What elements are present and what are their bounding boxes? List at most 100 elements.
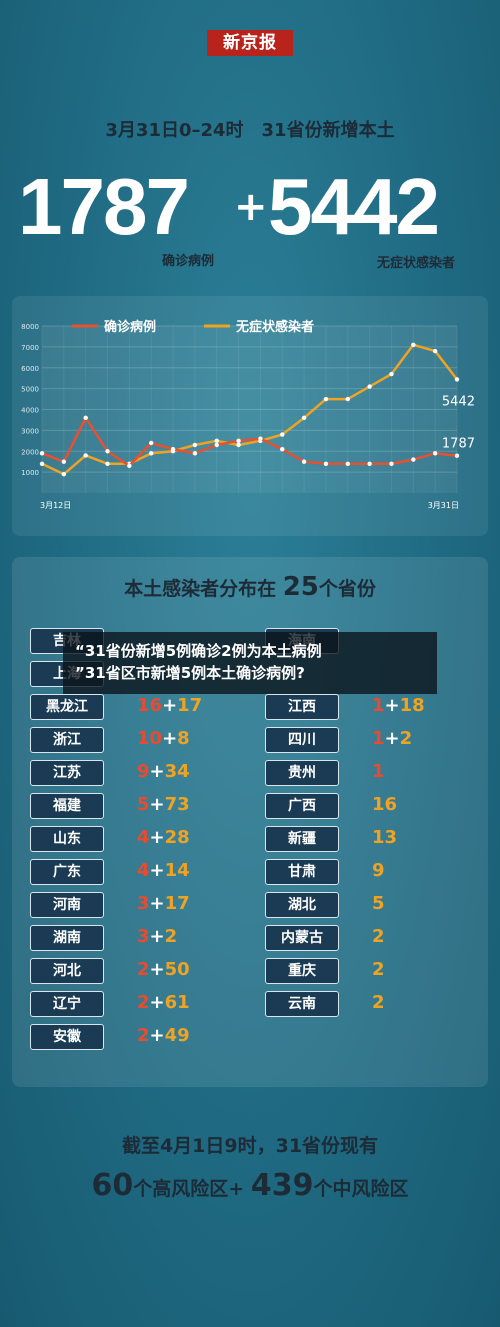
legend-label: 无症状感染者 [235,319,314,335]
plus-value: + [149,1025,165,1046]
province-counts: 1+2 [372,726,412,752]
asymptomatic-value: 17 [164,893,190,914]
data-point [280,432,285,437]
province-label: 贵州 [265,760,339,786]
asymptomatic-value: 17 [177,695,203,716]
y-tick-label: 1000 [21,469,39,477]
data-point [432,348,438,354]
y-tick-label: 5000 [21,386,39,394]
data-point [127,463,132,469]
province-counts: 2 [372,990,385,1016]
province-label: 河南 [30,892,104,918]
data-point [170,446,176,452]
province-counts: 10+8 [137,726,190,752]
data-point [149,451,154,456]
banner-line-1: “31省份新增5例确诊2例为本土病例 [75,642,322,660]
plus-value: + [162,695,178,716]
data-point [454,453,460,458]
data-point [411,342,416,347]
y-tick-label: 7000 [21,344,39,352]
data-point [83,453,88,458]
plus-value: + [149,794,165,815]
province-label: 黑龙江 [30,694,104,720]
data-point [258,436,263,441]
data-point [149,440,154,446]
province-label: 甘肃 [265,859,339,885]
asymptomatic-value: 8 [177,728,190,749]
data-point [83,415,88,421]
province-counts: 16+17 [137,693,202,719]
plus-value: + [162,728,178,749]
footer-line-1: 截至4月1日9时，31省份现有 [121,1135,379,1157]
province-counts: 3+2 [137,924,177,950]
asymptomatic-value: 50 [164,959,190,980]
confirmed-value: 10 [137,728,163,749]
data-point [323,461,329,466]
province-counts: 3+17 [137,891,190,917]
plus-value: + [384,728,400,749]
province-label: 江西 [265,694,339,720]
confirmed-value: 2 [137,992,150,1013]
province-label: 云南 [265,991,339,1017]
asymptomatic-value: 73 [164,794,190,815]
province-label: 山东 [30,826,104,852]
province-counts: 9 [372,858,385,884]
data-point [214,442,219,448]
end-label-confirmed: 1787 [442,437,475,452]
data-point [39,451,45,456]
province-counts: 2 [372,957,385,983]
confirmed-value: 3 [137,893,150,914]
asymptomatic-value: 49 [164,1025,190,1046]
data-point [61,459,67,464]
province-label: 广西 [265,793,339,819]
footer-line-2: 60个高风险区+ 439个中风险区 [91,1168,409,1203]
asymptomatic-value: 16 [372,794,398,815]
y-tick-label: 8000 [21,323,39,331]
data-point [214,438,219,444]
plus-value: + [149,959,165,980]
confirmed-value: 1 [372,728,385,749]
data-point [236,438,241,444]
confirmed-value: 3 [137,926,150,947]
data-point [105,461,110,466]
plus-value: + [149,992,165,1013]
data-point [61,472,67,477]
data-point [454,377,460,382]
plus-value: + [149,893,165,914]
plot-area [42,326,457,493]
province-counts: 5 [372,891,385,917]
series-line [41,343,458,476]
data-point [236,442,241,448]
province-counts: 4+28 [137,825,190,851]
y-tick-label: 4000 [21,407,39,415]
asymptomatic-value: 14 [164,860,190,881]
y-tick-label: 3000 [21,427,39,435]
asymptomatic-value: 28 [164,827,190,848]
asymptomatic-value: 2 [372,992,385,1013]
province-counts: 5+73 [137,792,190,818]
province-label: 四川 [265,727,339,753]
data-point [323,396,329,402]
data-point [389,371,394,377]
confirmed-value: 9 [137,761,150,782]
data-point [345,396,350,402]
asymptomatic-value: 2 [372,959,385,980]
plus-value: + [149,827,165,848]
data-point [280,446,285,452]
province-label: 湖南 [30,925,104,951]
data-point [411,457,416,462]
asymptomatic-count: 5442 [268,162,440,251]
asymptomatic-value: 9 [372,860,385,881]
confirmed-value: 2 [137,959,150,980]
asymptomatic-value: 34 [164,761,190,782]
search-suggestion-banner[interactable]: “31省份新增5例确诊2例为本土病例 ”31省区市新增5例本土确诊病例? [63,632,437,694]
confirmed-label: 确诊病例 [162,254,215,269]
province-label: 安徽 [30,1024,104,1050]
confirmed-value: 1 [372,695,385,716]
province-counts: 2+61 [137,990,190,1016]
province-label: 内蒙古 [265,925,339,951]
data-point [192,451,198,456]
province-counts: 2 [372,924,385,950]
province-label: 浙江 [30,727,104,753]
data-point [389,461,394,466]
